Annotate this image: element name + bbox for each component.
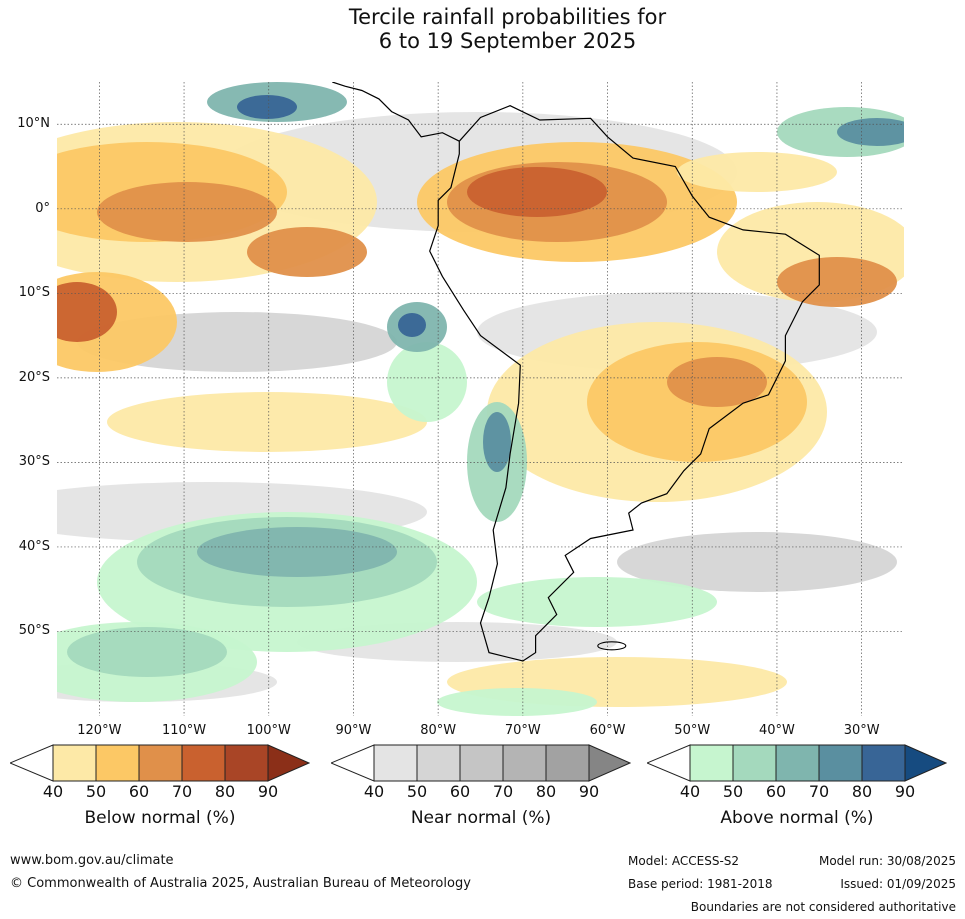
colorbar-above-normal bbox=[645, 744, 948, 786]
colorbar-tick-label: 70 bbox=[171, 782, 193, 801]
latitude-label: 0° bbox=[35, 200, 50, 216]
colorbar-graphic bbox=[329, 744, 632, 782]
probability-patch bbox=[667, 357, 767, 407]
issued-date: Issued: 01/09/2025 bbox=[840, 877, 956, 891]
colorbar-tick-label: 60 bbox=[765, 782, 787, 801]
probability-patch bbox=[467, 167, 607, 217]
probability-patch bbox=[237, 95, 297, 119]
colorbar-swatch bbox=[861, 744, 906, 782]
probability-patch bbox=[107, 392, 427, 452]
colorbar-swatch bbox=[545, 744, 590, 782]
probability-patch bbox=[57, 282, 117, 342]
coastlines bbox=[332, 82, 820, 662]
map-title-line-2: 6 to 19 September 2025 bbox=[378, 29, 637, 53]
central-america-coastline bbox=[332, 82, 460, 142]
colorbar-swatch bbox=[138, 744, 183, 782]
longitude-label: 110°W bbox=[161, 723, 207, 738]
latitude-label: 40°S bbox=[18, 538, 50, 554]
colorbar-graphic bbox=[8, 744, 311, 782]
colorbar-tick-label: 60 bbox=[449, 782, 471, 801]
probability-shading bbox=[57, 82, 904, 716]
longitude-label: 80°W bbox=[420, 723, 457, 738]
model-name: Model: ACCESS-S2 bbox=[628, 854, 740, 868]
graticule bbox=[57, 82, 904, 716]
copyright-text: © Commonwealth of Australia 2025, Austra… bbox=[10, 876, 471, 891]
colorbar-swatch bbox=[775, 744, 820, 782]
rainfall-probability-map bbox=[57, 82, 904, 716]
longitude-label: 60°W bbox=[589, 723, 626, 738]
probability-patch bbox=[67, 627, 227, 677]
boundary-disclaimer: Boundaries are not considered authoritat… bbox=[690, 900, 956, 914]
probability-patch bbox=[837, 118, 904, 146]
colorbar-swatch bbox=[818, 744, 863, 782]
colorbar-tick-label: 90 bbox=[578, 782, 600, 801]
colorbar-swatch bbox=[373, 744, 418, 782]
probability-patch bbox=[247, 227, 367, 277]
colorbar-tick-label: 90 bbox=[257, 782, 279, 801]
longitude-label: 100°W bbox=[246, 723, 291, 738]
longitude-label: 90°W bbox=[335, 723, 372, 738]
colorbar-tick-label: 40 bbox=[679, 782, 701, 801]
colorbar-tick-label: 40 bbox=[42, 782, 64, 801]
colorbar-title-near: Near normal (%) bbox=[410, 808, 552, 828]
probability-patch bbox=[483, 412, 511, 472]
colorbar-tick-label: 50 bbox=[722, 782, 744, 801]
probability-patch bbox=[677, 152, 837, 192]
probability-patch bbox=[387, 342, 467, 422]
probability-patch bbox=[477, 577, 717, 627]
colorbar-low-arrow bbox=[645, 744, 691, 782]
colorbar-tick-label: 90 bbox=[894, 782, 916, 801]
colorbar-tick-label: 50 bbox=[85, 782, 107, 801]
probability-patch bbox=[437, 688, 597, 716]
colorbar-swatch bbox=[181, 744, 226, 782]
colorbar-tick-label: 80 bbox=[214, 782, 236, 801]
colorbar-tick-label: 40 bbox=[363, 782, 385, 801]
colorbar-tick-label: 70 bbox=[492, 782, 514, 801]
falkland-islands bbox=[597, 641, 627, 651]
longitude-label: 50°W bbox=[674, 723, 711, 738]
south-america-coastline bbox=[429, 105, 820, 662]
colorbar-tick-label: 50 bbox=[406, 782, 428, 801]
latitude-label: 30°S bbox=[18, 454, 50, 470]
colorbar-tick-label: 60 bbox=[128, 782, 150, 801]
map-canvas bbox=[57, 82, 904, 716]
latitude-label: 10°S bbox=[18, 285, 50, 301]
colorbar-title-below: Below normal (%) bbox=[84, 808, 236, 828]
longitude-label: 40°W bbox=[758, 723, 795, 738]
colorbar-high-arrow bbox=[588, 744, 632, 782]
colorbar-title-above: Above normal (%) bbox=[720, 808, 874, 828]
probability-patch bbox=[197, 527, 397, 577]
longitude-label: 70°W bbox=[504, 723, 541, 738]
probability-patch bbox=[777, 257, 897, 307]
base-period: Base period: 1981-2018 bbox=[628, 877, 773, 891]
colorbar-swatch bbox=[224, 744, 269, 782]
colorbar-below-normal bbox=[8, 744, 311, 786]
colorbar-tick-label: 70 bbox=[808, 782, 830, 801]
probability-patch bbox=[97, 182, 277, 242]
colorbar-near-normal bbox=[329, 744, 632, 786]
colorbar-swatch bbox=[95, 744, 140, 782]
colorbar-swatch bbox=[416, 744, 461, 782]
colorbar-low-arrow bbox=[329, 744, 375, 782]
model-run: Model run: 30/08/2025 bbox=[818, 854, 956, 868]
latitude-label: 20°S bbox=[18, 369, 50, 385]
colorbar-tick-label: 80 bbox=[851, 782, 873, 801]
colorbar-high-arrow bbox=[904, 744, 948, 782]
colorbar-graphic bbox=[645, 744, 948, 782]
colorbar-swatch bbox=[459, 744, 504, 782]
colorbar-swatch bbox=[732, 744, 777, 782]
website-link[interactable]: www.bom.gov.au/climate bbox=[10, 853, 174, 868]
colorbar-high-arrow bbox=[267, 744, 311, 782]
colorbar-swatch bbox=[502, 744, 547, 782]
colorbar-swatch bbox=[689, 744, 734, 782]
map-title-line-1: Tercile rainfall probabilities for bbox=[348, 5, 667, 29]
latitude-label: 50°S bbox=[18, 623, 50, 639]
longitude-label: 30°W bbox=[843, 723, 880, 738]
latitude-label: 10°N bbox=[17, 116, 50, 132]
longitude-label: 120°W bbox=[77, 723, 122, 738]
colorbar-tick-label: 80 bbox=[535, 782, 557, 801]
colorbar-low-arrow bbox=[8, 744, 54, 782]
colorbar-swatch bbox=[52, 744, 97, 782]
probability-patch bbox=[398, 313, 426, 337]
